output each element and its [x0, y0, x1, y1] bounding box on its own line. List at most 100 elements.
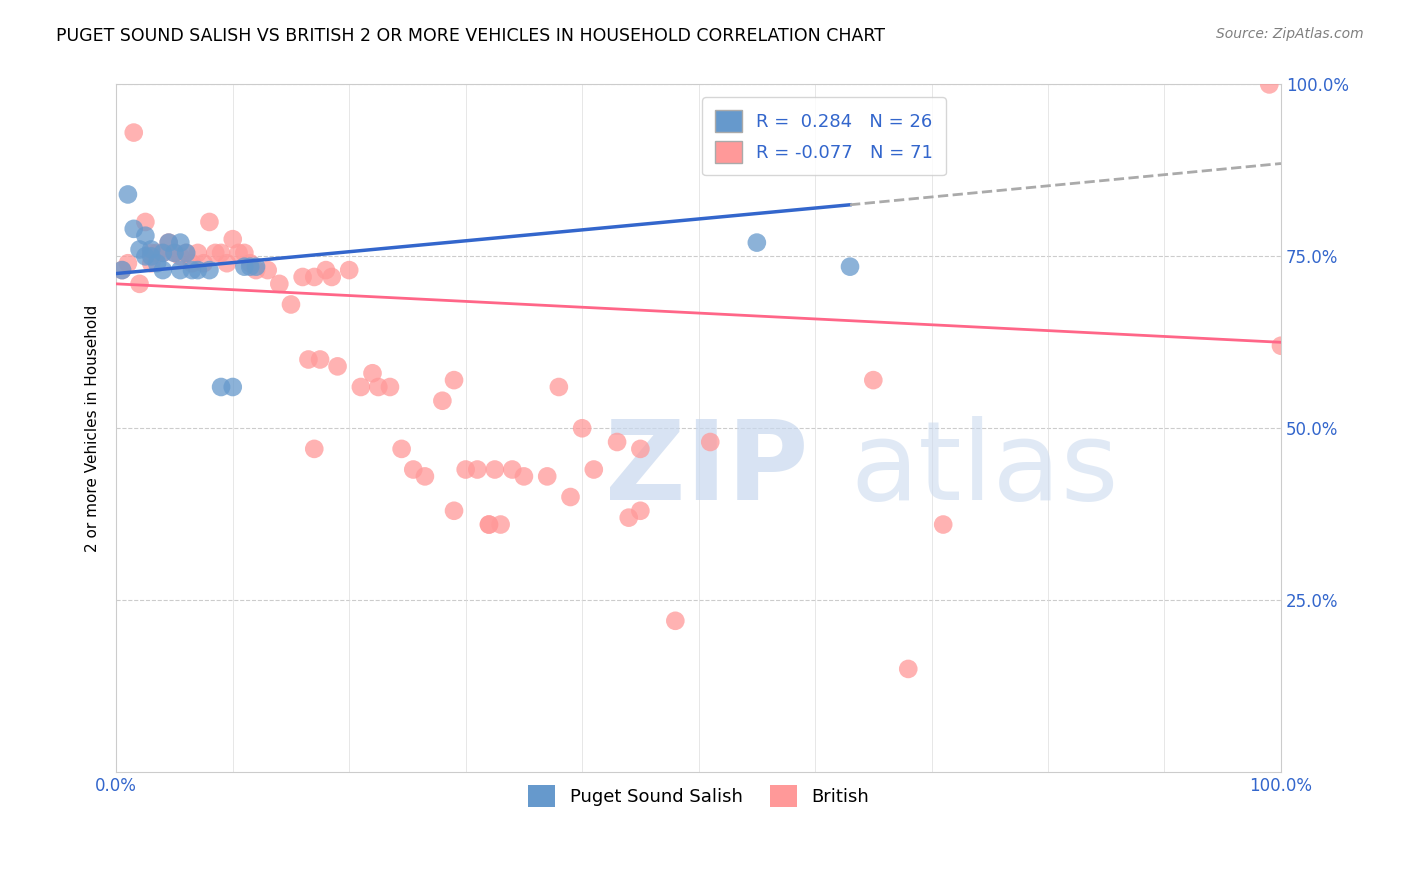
Point: [187, 263, 209, 277]
Point: [146, 256, 169, 270]
Point: [157, 235, 180, 250]
Point: [536, 469, 558, 483]
Point: [181, 263, 204, 277]
Point: [269, 277, 291, 291]
Point: [163, 246, 186, 260]
Point: [304, 442, 326, 456]
Point: [297, 352, 319, 367]
Point: [152, 246, 174, 260]
Point: [134, 228, 156, 243]
Point: [228, 246, 250, 260]
Point: [465, 462, 488, 476]
Point: [111, 263, 134, 277]
Point: [606, 435, 628, 450]
Point: [628, 504, 651, 518]
Point: [209, 380, 232, 394]
Point: [233, 260, 256, 274]
Point: [547, 380, 569, 394]
Point: [187, 246, 209, 260]
Point: [128, 243, 150, 257]
Point: [489, 517, 512, 532]
Point: [181, 256, 204, 270]
Point: [141, 256, 163, 270]
Point: [443, 504, 465, 518]
Legend: Puget Sound Salish, British: Puget Sound Salish, British: [522, 778, 876, 814]
Point: [350, 380, 373, 394]
Point: [315, 263, 337, 277]
Point: [111, 263, 134, 277]
Point: [862, 373, 884, 387]
Point: [571, 421, 593, 435]
Point: [169, 263, 191, 277]
Y-axis label: 2 or more Vehicles in Household: 2 or more Vehicles in Household: [86, 305, 100, 552]
Point: [128, 277, 150, 291]
Point: [233, 246, 256, 260]
Point: [122, 222, 145, 236]
Point: [454, 462, 477, 476]
Point: [484, 462, 506, 476]
Point: [239, 260, 262, 274]
Point: [122, 126, 145, 140]
Point: [513, 469, 536, 483]
Point: [141, 243, 163, 257]
Point: [402, 462, 425, 476]
Point: [245, 263, 267, 277]
Text: ZIP: ZIP: [606, 416, 808, 523]
Point: [222, 232, 245, 246]
Point: [215, 256, 238, 270]
Point: [222, 380, 245, 394]
Point: [193, 256, 215, 270]
Point: [664, 614, 686, 628]
Point: [146, 246, 169, 260]
Point: [204, 246, 226, 260]
Point: [361, 366, 384, 380]
Point: [378, 380, 401, 394]
Point: [321, 270, 343, 285]
Point: [152, 263, 174, 277]
Point: [337, 263, 360, 277]
Point: [117, 187, 139, 202]
Point: [367, 380, 389, 394]
Point: [291, 270, 314, 285]
Point: [432, 393, 454, 408]
Point: [897, 662, 920, 676]
Point: [560, 490, 582, 504]
Point: [478, 517, 501, 532]
Point: [501, 462, 523, 476]
Point: [134, 249, 156, 263]
Point: [174, 246, 197, 260]
Point: [839, 260, 862, 274]
Point: [443, 373, 465, 387]
Point: [1258, 78, 1281, 92]
Point: [699, 435, 721, 450]
Point: [169, 249, 191, 263]
Point: [163, 246, 186, 260]
Text: Source: ZipAtlas.com: Source: ZipAtlas.com: [1216, 27, 1364, 41]
Point: [198, 215, 221, 229]
Point: [745, 235, 768, 250]
Point: [932, 517, 955, 532]
Point: [198, 263, 221, 277]
Text: atlas: atlas: [851, 416, 1119, 523]
Point: [134, 215, 156, 229]
Point: [326, 359, 349, 374]
Point: [1270, 339, 1292, 353]
Point: [157, 235, 180, 250]
Point: [239, 256, 262, 270]
Point: [391, 442, 413, 456]
Point: [304, 270, 326, 285]
Text: PUGET SOUND SALISH VS BRITISH 2 OR MORE VEHICLES IN HOUSEHOLD CORRELATION CHART: PUGET SOUND SALISH VS BRITISH 2 OR MORE …: [56, 27, 886, 45]
Point: [582, 462, 605, 476]
Point: [152, 246, 174, 260]
Point: [209, 246, 232, 260]
Point: [309, 352, 332, 367]
Point: [245, 260, 267, 274]
Point: [478, 517, 501, 532]
Point: [256, 263, 278, 277]
Point: [617, 510, 640, 524]
Point: [174, 246, 197, 260]
Point: [413, 469, 436, 483]
Point: [117, 256, 139, 270]
Point: [169, 235, 191, 250]
Point: [280, 297, 302, 311]
